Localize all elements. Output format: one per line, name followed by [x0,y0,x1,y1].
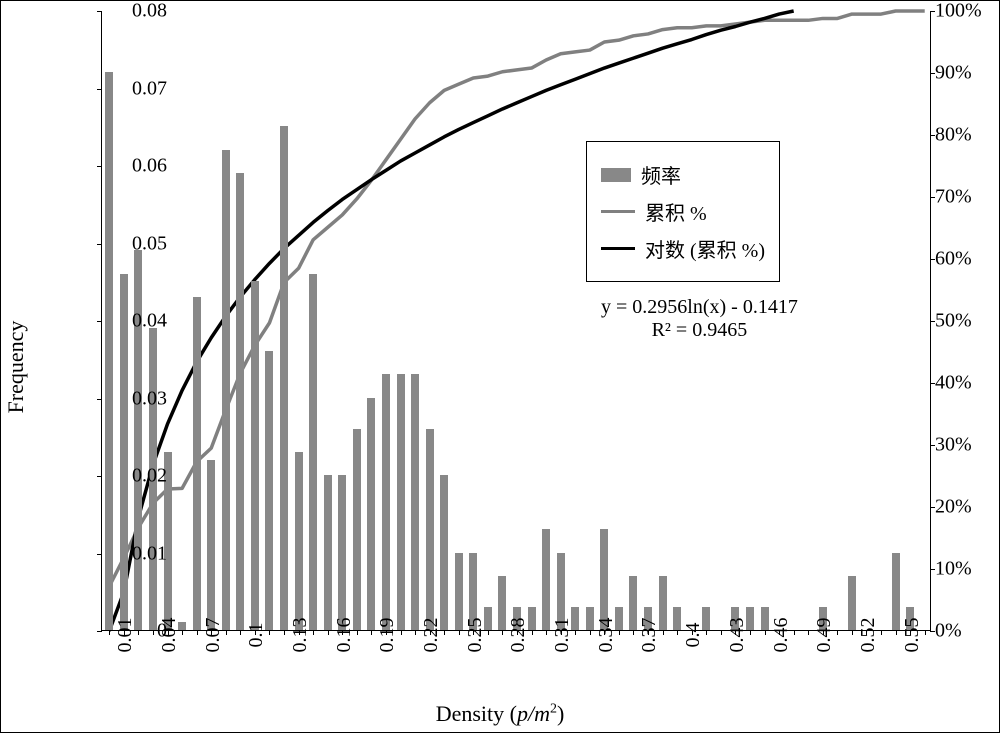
x-tick-label: 0.25 [464,618,487,653]
frequency-bar [309,274,317,631]
frequency-bar [673,607,681,630]
legend-item: 频率 [601,160,765,189]
frequency-bar [848,576,856,630]
x-tick-label: 0.1 [245,623,268,648]
x-tick-label: 0.01 [114,618,137,653]
frequency-bar [397,374,405,630]
legend-swatch-line [601,210,635,214]
frequency-bar [586,607,594,630]
y-left-tick-label: 0.08 [107,0,167,23]
x-tick-label: 0.19 [376,618,399,653]
y-right-tick-label: 30% [935,434,972,457]
y-right-tick-label: 70% [935,186,972,209]
y-right-tick-label: 10% [935,558,972,581]
frequency-bar [324,475,332,630]
y-left-tick-label: 0.01 [107,542,167,565]
y-right-tick-label: 0% [935,620,962,643]
frequency-bar [207,460,215,631]
x-axis-label: Density (p/m2) [436,701,565,727]
plot-area [101,11,931,631]
x-tick-label: 0.34 [595,618,618,653]
frequency-bar [353,429,361,631]
frequency-bar [498,576,506,630]
frequency-bar [629,576,637,630]
histogram-dual-axis-chart: Frequency Density (p/m2) 频率累积 % 对数 (累积 %)… [0,0,1000,733]
x-tick-label: 0.04 [158,618,181,653]
x-tick-label: 0.49 [813,618,836,653]
y-right-tick-label: 50% [935,310,972,333]
frequency-bar [338,475,346,630]
frequency-bar [440,475,448,630]
y-axis-left-label: Frequency [3,320,29,413]
legend-label: 频率 [641,160,681,189]
y-right-tick-label: 100% [935,0,982,23]
frequency-bar [426,429,434,631]
y-left-tick-label: 0.03 [107,387,167,410]
legend-label: 累积 % [645,197,707,226]
legend-item: 累积 % [601,197,765,226]
x-tick-label: 0.28 [507,618,530,653]
y-right-tick-label: 20% [935,496,972,519]
plot-inner [102,11,930,630]
x-tick-label: 0.46 [770,618,793,653]
legend-swatch-bar [601,168,631,182]
y-left-tick-label: 0.07 [107,77,167,100]
frequency-bar [367,398,375,631]
y-left-tick-label: 0.06 [107,155,167,178]
y-right-tick-label: 60% [935,248,972,271]
frequency-bar [222,150,230,631]
frequency-bar [455,553,463,631]
y-right-tick-label: 40% [935,372,972,395]
frequency-bar [382,374,390,630]
legend-label: 对数 (累积 %) [645,234,765,263]
x-tick-label: 0.31 [551,618,574,653]
frequency-bar [411,374,419,630]
x-tick-label: 0.55 [901,618,924,653]
x-tick-label: 0.13 [289,618,312,653]
x-tick-label: 0.4 [682,623,705,648]
y-left-tick-label: 0.04 [107,310,167,333]
y-left-tick-label: 0.02 [107,465,167,488]
legend-item: 对数 (累积 %) [601,234,765,263]
y-right-tick-label: 80% [935,124,972,147]
x-tick-label: 0.07 [202,618,225,653]
equation-text: y = 0.2956ln(x) - 0.1417R² = 0.9465 [601,296,798,342]
legend-swatch-line [601,247,635,251]
x-tick-label: 0.16 [333,618,356,653]
x-tick-label: 0.37 [638,618,661,653]
y-left-tick-label: 0.05 [107,232,167,255]
x-tick-label: 0.43 [726,618,749,653]
frequency-bar [265,351,273,630]
frequency-bar [542,529,550,630]
frequency-bar [295,452,303,630]
x-tick-label: 0.52 [857,618,880,653]
frequency-bar [193,297,201,630]
x-tick-label: 0.22 [420,618,443,653]
y-right-tick-label: 90% [935,62,972,85]
frequency-bar [280,126,288,630]
frequency-bar [236,173,244,630]
frequency-bar [761,607,769,630]
legend: 频率累积 % 对数 (累积 %) [586,141,780,282]
frequency-bar [251,281,259,630]
frequency-bar [134,250,142,630]
frequency-bar [892,553,900,631]
frequency-bar [600,529,608,630]
